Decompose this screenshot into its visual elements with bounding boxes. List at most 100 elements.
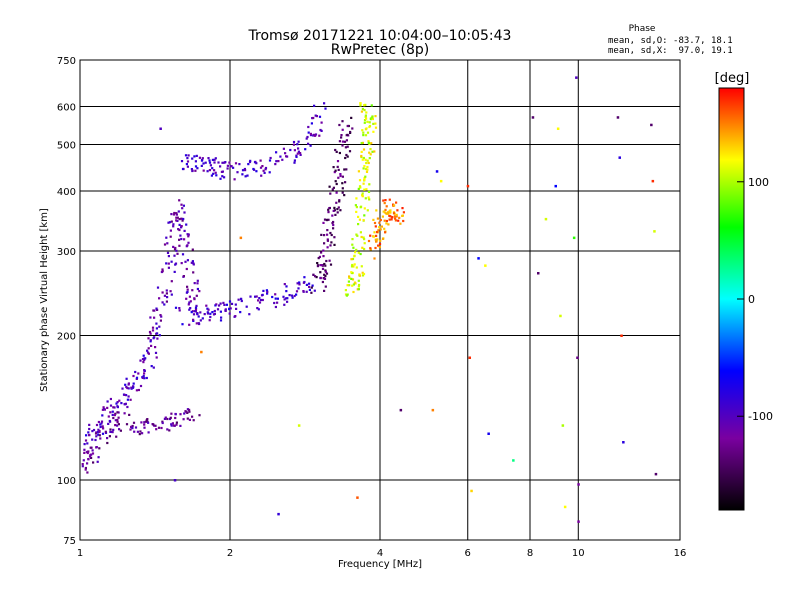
data-point [87,458,90,461]
data-point [306,135,309,139]
data-point [176,252,179,255]
data-point [200,350,203,354]
data-point [315,115,318,118]
data-point [163,303,166,306]
data-point [364,175,367,178]
data-point [223,176,226,179]
data-point [303,280,306,284]
data-point [189,300,192,303]
data-point [152,366,155,369]
data-point [381,237,385,240]
data-point [81,463,84,466]
data-point [206,311,209,314]
data-point [172,245,175,248]
data-point [109,411,112,414]
data-point [173,270,176,273]
data-point [340,134,343,137]
data-point [368,183,371,186]
data-point [206,170,209,173]
data-point [319,264,322,267]
data-point [103,408,106,411]
data-point [346,145,349,148]
data-point [366,159,369,162]
data-point [366,168,369,171]
data-point [261,293,264,296]
data-point [200,164,203,167]
data-point [136,430,139,433]
data-point [369,148,372,151]
data-point [435,170,439,173]
data-point [323,289,326,292]
data-point [363,165,366,168]
data-point [173,248,177,251]
data-point [137,372,140,375]
data-point [335,201,338,204]
data-point [395,215,398,218]
plot-frame [79,59,681,541]
data-point [179,234,182,237]
data-point [325,259,328,263]
data-point [383,211,386,214]
data-point [219,319,223,322]
data-point [297,140,300,143]
data-point [284,152,287,155]
data-point [372,122,375,125]
data-point [374,115,377,118]
data-point [348,276,351,279]
data-point [389,211,392,214]
data-point [206,312,210,315]
y-tick-label: 300 [57,247,76,258]
data-point [182,418,185,421]
data-point [313,289,316,292]
data-point [286,297,289,300]
x-tick-label: 4 [377,548,383,559]
data-point [234,303,237,306]
data-point [341,128,344,131]
data-point [180,203,183,206]
data-point [168,417,172,421]
data-point [343,140,347,143]
data-point [133,430,136,433]
data-point [334,169,337,172]
data-point [348,275,351,278]
data-point [384,208,387,211]
data-point [293,159,296,162]
data-point [326,238,329,241]
data-point [351,263,354,267]
data-point [112,416,115,420]
data-point [358,273,361,276]
data-point [282,147,285,150]
data-point [149,332,152,335]
data-point [176,216,179,219]
data-point [374,126,378,129]
data-point [338,200,341,203]
data-point [531,116,535,119]
data-point [320,233,323,236]
data-point [357,251,360,254]
data-point [178,309,181,312]
data-point [97,431,100,434]
data-point [341,182,344,185]
data-point [374,238,377,241]
data-point [333,209,336,212]
data-point [295,293,298,296]
data-point [575,76,578,79]
data-point [166,296,169,299]
data-point [148,330,152,334]
data-point [324,270,327,273]
data-point [620,334,623,337]
data-point [340,136,343,139]
data-point [468,356,471,359]
data-point [109,404,113,407]
data-point [323,262,326,266]
data-point [195,154,198,157]
data-point [208,161,212,164]
data-point [180,226,183,229]
data-point [108,435,111,438]
data-point [174,263,177,266]
data-point [355,248,358,251]
data-point [86,442,89,445]
data-point [141,432,144,435]
data-point [215,303,218,306]
data-point [174,413,177,416]
